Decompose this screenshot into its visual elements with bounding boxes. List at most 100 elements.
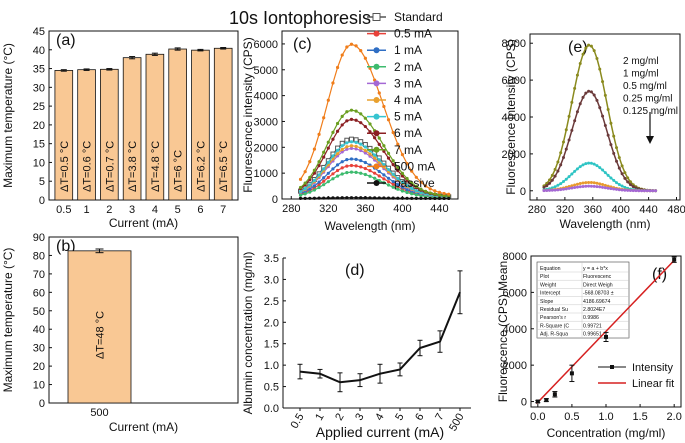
data-point	[368, 174, 372, 178]
x-tick-label: 360	[584, 204, 602, 216]
x-axis-label: Current (mA)	[109, 420, 178, 434]
data-point	[363, 196, 367, 200]
data-point	[575, 167, 579, 171]
data-point	[575, 110, 579, 114]
data-point	[573, 86, 577, 90]
data-point	[564, 187, 568, 191]
data-point	[535, 399, 540, 404]
data-point	[331, 81, 335, 85]
y-tick-label: 2000	[503, 360, 527, 372]
legend-marker	[373, 163, 380, 170]
fit-table-key: Equation	[540, 266, 561, 272]
y-tick-label: 1.5	[264, 339, 279, 351]
y-axis-label: Maximum temperature (°C)	[1, 248, 15, 393]
y-axis-label: Fluorescence (CPS) Mean	[496, 261, 510, 402]
data-point	[606, 186, 610, 190]
data-point	[363, 172, 367, 177]
data-point	[382, 173, 386, 177]
data-point	[595, 98, 599, 102]
legend-label: 0.25 mg/ml	[623, 94, 672, 105]
data-point	[335, 65, 340, 70]
data-point	[620, 184, 624, 188]
data-point	[391, 185, 395, 189]
data-point	[589, 181, 593, 185]
data-point	[561, 180, 565, 184]
data-point	[377, 136, 381, 140]
data-point	[617, 182, 621, 186]
data-point	[567, 138, 571, 142]
data-point	[550, 173, 554, 177]
data-point	[391, 159, 395, 163]
data-point	[377, 158, 381, 162]
legend-label: 4 mA	[394, 93, 422, 107]
data-point	[382, 196, 386, 200]
data-point	[303, 187, 307, 191]
data-point	[570, 128, 574, 132]
legend-marker	[610, 365, 614, 369]
data-point	[312, 178, 317, 182]
data-point	[592, 181, 596, 185]
data-point	[359, 158, 363, 163]
data-point	[308, 196, 312, 200]
data-point	[631, 185, 635, 189]
data-point	[598, 166, 602, 170]
data-point	[349, 42, 354, 46]
data-point	[561, 187, 565, 191]
data-point	[617, 156, 621, 160]
data-point	[578, 61, 582, 65]
data-point	[601, 80, 605, 84]
legend-label: Standard	[394, 10, 443, 24]
y-tick-label: 4000	[502, 112, 526, 124]
data-point	[322, 176, 326, 180]
data-point	[617, 166, 621, 170]
data-point	[447, 196, 451, 201]
legend-label: 5 mA	[394, 110, 422, 124]
bar-annotation: ΔT=0.7 °C	[104, 141, 116, 192]
data-point	[340, 160, 344, 164]
data-point	[428, 191, 432, 195]
data-point	[396, 169, 400, 173]
data-point	[354, 144, 358, 148]
legend-marker	[373, 97, 380, 103]
data-point	[396, 176, 400, 181]
legend-marker	[372, 13, 381, 21]
y-tick-label: 90	[33, 232, 45, 244]
data-point	[298, 177, 303, 181]
y-tick-label: 8000	[502, 38, 526, 50]
x-tick-label: 4	[152, 204, 158, 216]
data-point	[396, 142, 400, 146]
data-point	[335, 129, 340, 133]
data-point	[400, 174, 405, 178]
y-tick-label: 6000	[254, 39, 278, 51]
data-point	[573, 183, 577, 187]
data-point	[620, 188, 624, 192]
data-point	[548, 188, 552, 192]
data-point	[331, 167, 335, 171]
data-point	[391, 172, 395, 176]
data-point	[589, 161, 593, 165]
data-point	[581, 163, 585, 167]
data-point	[589, 90, 593, 94]
data-point	[331, 172, 335, 176]
data-point	[578, 182, 582, 186]
data-point	[584, 91, 588, 95]
data-point	[648, 189, 652, 193]
data-point	[595, 164, 599, 168]
data-point	[410, 186, 414, 191]
data-point	[609, 143, 613, 147]
legend-marker	[373, 113, 380, 120]
data-point	[573, 186, 577, 190]
x-tick-label: 6	[413, 412, 426, 423]
bar-annotation: ΔT=0.6 °C	[82, 141, 94, 192]
data-point	[317, 160, 321, 164]
data-point	[400, 152, 405, 157]
data-point	[396, 182, 400, 187]
data-point	[359, 142, 363, 146]
data-point	[317, 173, 321, 177]
y-tick-label: 0	[39, 195, 45, 207]
data-point	[312, 184, 317, 188]
y-tick-label: 1.0	[264, 360, 279, 372]
fit-table-key: Residual Su	[540, 307, 568, 313]
y-tick-label: 2000	[502, 149, 526, 161]
bar-annotation: ΔT=0.5 °C	[59, 141, 71, 192]
